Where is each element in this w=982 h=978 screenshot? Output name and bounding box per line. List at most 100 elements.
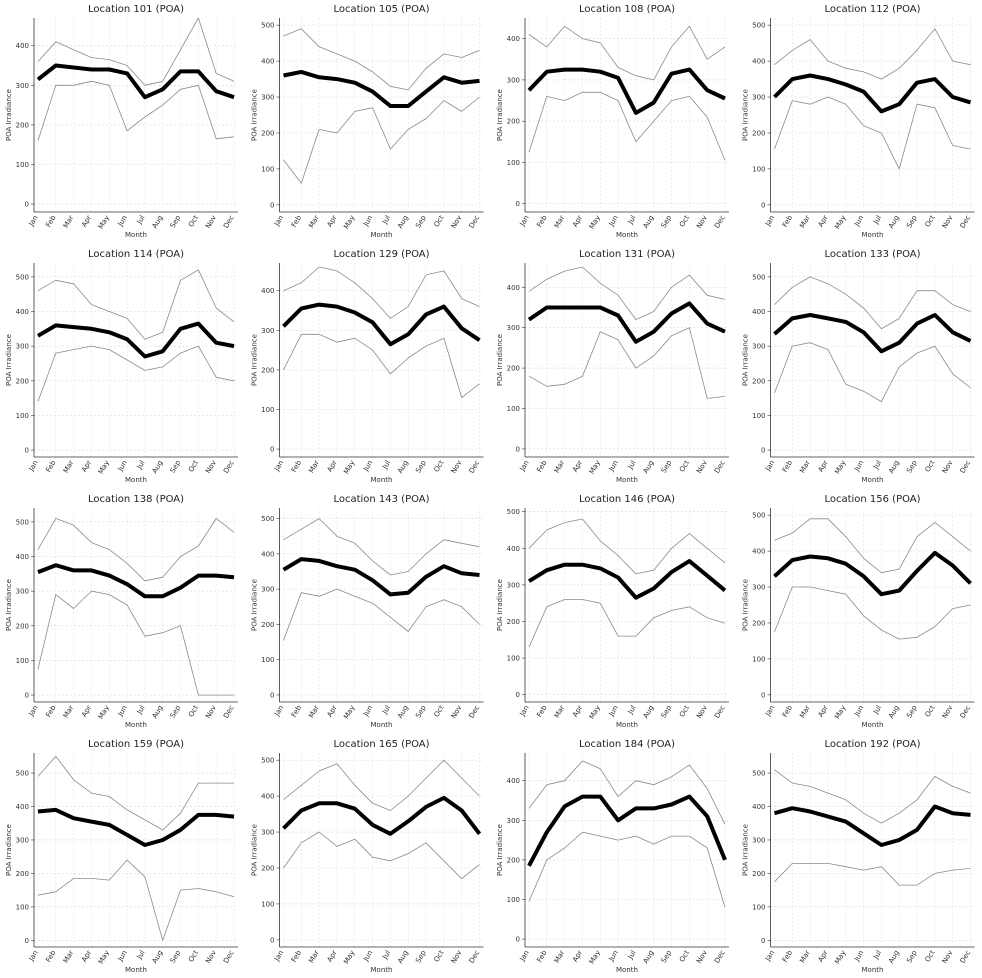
y-tick-label: 200 xyxy=(752,377,765,385)
y-tick-label: 0 xyxy=(761,691,765,699)
y-tick-label: 100 xyxy=(752,165,765,173)
chart-title: Location 156 (POA) xyxy=(824,494,920,505)
x-tick-label: Mar xyxy=(553,704,567,720)
y-tick-label: 0 xyxy=(761,201,765,209)
y-tick-label: 200 xyxy=(507,365,520,373)
y-axis-label: POA Irradiance xyxy=(742,579,750,631)
x-tick-label: Jun xyxy=(607,214,620,228)
x-tick-label: Jul xyxy=(135,214,147,226)
y-tick-label: 500 xyxy=(752,770,765,778)
chart-title: Location 192 (POA) xyxy=(824,739,920,750)
x-tick-label: Jul xyxy=(380,459,392,471)
y-axis-label: POA Irradiance xyxy=(251,334,259,386)
y-tick-label: 0 xyxy=(761,447,765,455)
x-tick-label: May xyxy=(588,459,602,476)
y-tick-label: 400 xyxy=(261,550,274,558)
series-line xyxy=(282,795,482,836)
series-line xyxy=(37,807,235,847)
x-tick-label: Sep xyxy=(414,214,428,230)
y-tick-label: 400 xyxy=(16,42,29,50)
y-tick-label: 500 xyxy=(507,508,520,516)
x-tick-label: Jan xyxy=(272,949,285,963)
x-tick-label: Apr xyxy=(326,704,339,719)
x-tick-label: Feb xyxy=(781,949,794,964)
x-axis-label: Month xyxy=(616,966,638,974)
y-tick-label: 400 xyxy=(752,803,765,811)
y-tick-label: 100 xyxy=(261,900,274,908)
x-axis-label: Month xyxy=(125,476,147,484)
x-tick-label: Jul xyxy=(626,949,638,961)
chart-title: Location 114 (POA) xyxy=(88,249,184,260)
x-tick-label: Aug xyxy=(396,214,410,230)
series-line xyxy=(282,302,481,347)
series-line xyxy=(773,313,972,354)
x-tick-label: Jan xyxy=(27,949,40,963)
y-axis-label: POA Irradiance xyxy=(5,579,13,631)
y-tick-label: 100 xyxy=(752,412,765,420)
y-tick-label: 0 xyxy=(25,201,29,209)
x-tick-label: Jan xyxy=(518,214,531,228)
x-tick-label: Sep xyxy=(905,704,919,720)
y-tick-label: 100 xyxy=(507,896,520,904)
x-tick-label: Aug xyxy=(151,459,165,475)
series-line xyxy=(774,96,971,170)
x-tick-label: Jun xyxy=(361,949,374,963)
x-tick-label: Oct xyxy=(678,459,691,474)
series-line xyxy=(774,863,971,886)
x-tick-label: Aug xyxy=(642,459,656,475)
y-tick-label: 0 xyxy=(516,936,520,944)
x-tick-label: Jun xyxy=(116,949,129,963)
x-tick-label: Nov xyxy=(695,704,709,720)
x-tick-label: Sep xyxy=(414,949,428,965)
series-line xyxy=(527,794,727,867)
x-tick-label: Jan xyxy=(272,459,285,473)
x-tick-label: Dec xyxy=(959,949,973,965)
x-tick-label: Feb xyxy=(535,214,548,229)
series-line xyxy=(37,518,235,582)
x-tick-label: Sep xyxy=(905,459,919,475)
x-tick-label: Jul xyxy=(871,459,883,471)
x-axis-label: Month xyxy=(371,966,393,974)
y-axis-label: POA Irradiance xyxy=(496,89,504,141)
x-tick-label: Nov xyxy=(941,949,955,965)
y-axis-label: POA Irradiance xyxy=(496,334,504,386)
chart-title: Location 165 (POA) xyxy=(333,739,429,750)
y-tick-label: 100 xyxy=(507,405,520,413)
y-tick-label: 300 xyxy=(261,586,274,594)
x-tick-label: Dec xyxy=(713,704,727,720)
x-tick-label: Dec xyxy=(959,704,973,720)
series-line xyxy=(528,266,726,320)
x-tick-label: Aug xyxy=(642,704,656,720)
x-tick-label: Apr xyxy=(80,214,93,229)
x-tick-label: Jun xyxy=(116,214,129,228)
y-axis-label: POA Irradiance xyxy=(742,824,750,876)
x-tick-label: Oct xyxy=(678,214,691,229)
x-tick-label: Aug xyxy=(396,459,410,475)
y-tick-label: 100 xyxy=(261,165,274,173)
x-tick-label: May xyxy=(342,459,356,476)
series-line xyxy=(37,755,234,831)
x-tick-label: Oct xyxy=(187,459,200,474)
x-tick-label: Dec xyxy=(222,949,236,965)
x-tick-label: Oct xyxy=(187,704,200,719)
x-tick-label: Sep xyxy=(660,949,674,965)
series-line xyxy=(774,769,971,824)
x-tick-label: Jan xyxy=(763,214,776,228)
x-tick-label: Jun xyxy=(116,459,129,473)
x-tick-label: May xyxy=(833,214,847,231)
y-tick-label: 400 xyxy=(261,287,274,295)
y-tick-label: 500 xyxy=(16,273,29,281)
x-tick-label: Nov xyxy=(204,704,218,720)
chart-title: Location 129 (POA) xyxy=(333,249,429,260)
x-tick-label: Jul xyxy=(626,459,638,471)
x-tick-label: Jun xyxy=(361,214,374,228)
y-axis-label: POA Irradiance xyxy=(251,579,259,631)
y-tick-label: 300 xyxy=(752,836,765,844)
y-tick-label: 100 xyxy=(16,161,29,169)
x-tick-label: Oct xyxy=(187,214,200,229)
series-line xyxy=(527,559,727,600)
x-tick-label: Mar xyxy=(553,459,567,475)
x-tick-label: Jun xyxy=(852,949,865,963)
y-tick-label: 500 xyxy=(752,22,765,30)
x-tick-label: May xyxy=(588,214,602,231)
